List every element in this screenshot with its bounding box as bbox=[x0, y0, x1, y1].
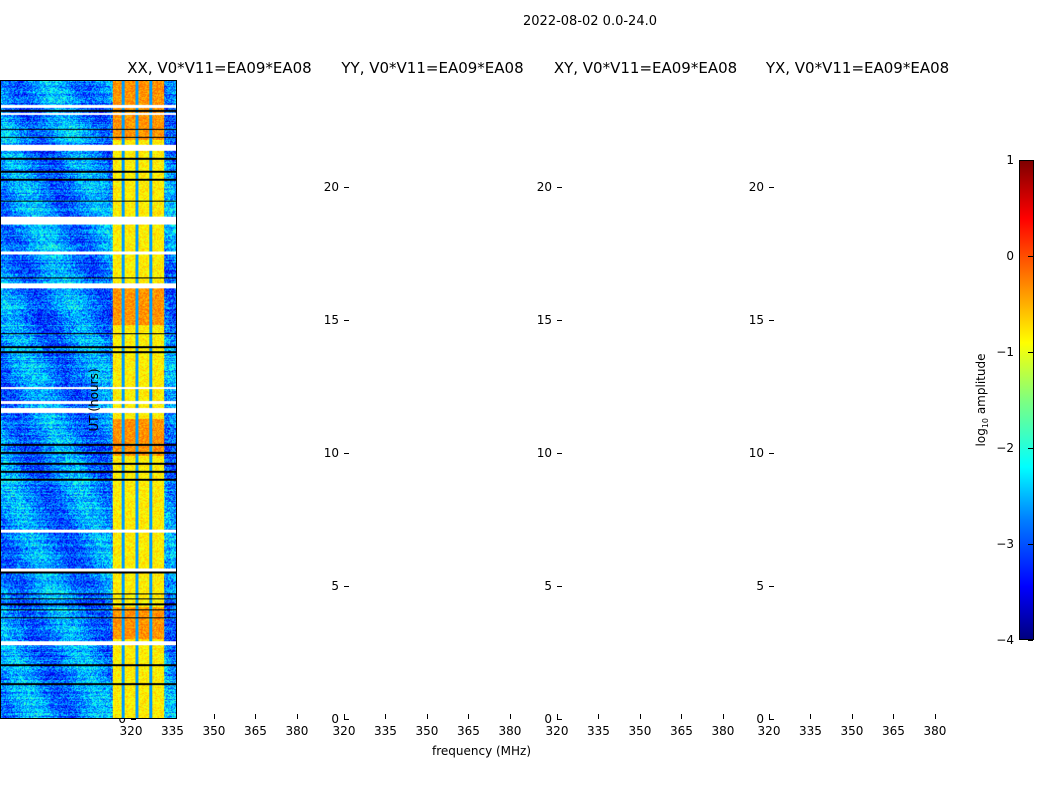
y-tick-mark bbox=[769, 186, 774, 188]
y-tick-label: 10 bbox=[748, 445, 764, 460]
y-tick-label: 0 bbox=[118, 712, 126, 726]
y-tick-mark bbox=[557, 719, 562, 720]
y-tick-mark bbox=[769, 319, 774, 321]
x-tick-mark bbox=[296, 714, 298, 719]
x-tick-label: 365 bbox=[457, 724, 480, 738]
y-tick-label: 20 bbox=[323, 179, 339, 194]
y-tick-label: 5 bbox=[756, 578, 764, 593]
x-tick-mark bbox=[934, 714, 936, 719]
colorbar-label-part: log bbox=[973, 428, 988, 447]
x-tick-mark bbox=[344, 714, 345, 719]
x-tick-mark bbox=[893, 714, 895, 719]
y-tick-label: 5 bbox=[544, 578, 552, 593]
colorbar-tick-label: −2 bbox=[996, 441, 1014, 455]
y-tick-mark bbox=[344, 186, 349, 188]
x-tick-label: 335 bbox=[799, 724, 822, 738]
colorbar-tick-label: −3 bbox=[996, 537, 1014, 551]
x-tick-mark bbox=[639, 714, 641, 719]
y-tick-label: 0 bbox=[331, 712, 339, 726]
colorbar-label-part: amplitude bbox=[973, 353, 988, 418]
x-tick-mark bbox=[255, 714, 257, 719]
x-axis-label: frequency (MHz) bbox=[432, 744, 532, 758]
y-tick-mark bbox=[557, 452, 562, 454]
colorbar-tick-label: −4 bbox=[996, 633, 1014, 647]
colorbar bbox=[1019, 160, 1034, 640]
colorbar-tick-mark bbox=[1028, 256, 1033, 257]
colorbar-label-part: 10 bbox=[981, 417, 991, 429]
colorbar-tick-mark bbox=[1028, 640, 1033, 641]
x-tick-mark bbox=[598, 714, 600, 719]
x-tick-label: 380 bbox=[711, 724, 735, 738]
colorbar-tick-label: 1 bbox=[1006, 153, 1014, 167]
x-tick-mark bbox=[385, 714, 387, 719]
x-tick-label: 335 bbox=[587, 724, 610, 738]
y-tick-mark bbox=[557, 186, 562, 188]
x-tick-label: 350 bbox=[840, 724, 864, 738]
x-tick-label: 335 bbox=[374, 724, 397, 738]
x-tick-mark bbox=[509, 714, 511, 719]
colorbar-tick-mark bbox=[1028, 544, 1033, 545]
y-tick-mark bbox=[769, 585, 774, 587]
x-tick-mark bbox=[557, 714, 558, 719]
x-tick-label: 365 bbox=[244, 724, 267, 738]
colorbar-tick-label: −1 bbox=[996, 345, 1014, 359]
x-tick-label: 335 bbox=[161, 724, 184, 738]
y-tick-label: 15 bbox=[536, 312, 552, 327]
x-tick-mark bbox=[213, 714, 215, 719]
y-tick-label: 20 bbox=[536, 179, 552, 194]
x-tick-label: 320 bbox=[757, 724, 781, 738]
panel-title-2: XY, V0*V11=EA09*EA08 bbox=[553, 59, 738, 77]
y-tick-mark bbox=[131, 719, 136, 720]
panel-title-3: YX, V0*V11=EA09*EA08 bbox=[765, 59, 950, 77]
x-tick-label: 365 bbox=[882, 724, 905, 738]
x-tick-mark bbox=[681, 714, 683, 719]
x-tick-mark bbox=[769, 714, 770, 719]
x-tick-label: 380 bbox=[923, 724, 947, 738]
y-tick-mark bbox=[557, 585, 562, 587]
heatmap-image bbox=[1, 81, 176, 718]
panel-title-0: XX, V0*V11=EA09*EA08 bbox=[127, 59, 312, 77]
figure-title: 2022-08-02 0.0-24.0 bbox=[523, 14, 657, 29]
x-tick-label: 350 bbox=[628, 724, 652, 738]
x-tick-mark bbox=[468, 714, 470, 719]
colorbar-label: log10 amplitude bbox=[974, 354, 990, 447]
heatmap-panel-3 bbox=[0, 80, 177, 719]
x-tick-mark bbox=[722, 714, 724, 719]
x-tick-label: 380 bbox=[285, 724, 309, 738]
colorbar-tick-mark bbox=[1028, 160, 1033, 161]
y-tick-label: 15 bbox=[748, 312, 764, 327]
x-tick-label: 320 bbox=[332, 724, 356, 738]
y-tick-label: 15 bbox=[323, 312, 339, 327]
y-tick-label: 10 bbox=[536, 445, 552, 460]
y-tick-mark bbox=[769, 452, 774, 454]
colorbar-tick-mark bbox=[1028, 352, 1033, 353]
y-tick-label: 0 bbox=[544, 712, 552, 726]
x-tick-label: 350 bbox=[202, 724, 226, 738]
x-tick-label: 320 bbox=[545, 724, 569, 738]
y-tick-mark bbox=[344, 585, 349, 587]
x-tick-mark bbox=[851, 714, 853, 719]
y-tick-mark bbox=[344, 319, 349, 321]
y-axis-label: UT (hours) bbox=[87, 368, 101, 432]
x-tick-label: 350 bbox=[415, 724, 439, 738]
colorbar-tick-mark bbox=[1028, 448, 1033, 449]
y-tick-label: 10 bbox=[323, 445, 339, 460]
y-tick-mark bbox=[557, 319, 562, 321]
x-tick-label: 365 bbox=[670, 724, 693, 738]
y-tick-label: 5 bbox=[331, 578, 339, 593]
x-tick-label: 380 bbox=[498, 724, 522, 738]
x-tick-mark bbox=[426, 714, 428, 719]
colorbar-tick-label: 0 bbox=[1006, 249, 1014, 263]
panel-title-1: YY, V0*V11=EA09*EA08 bbox=[341, 59, 524, 77]
x-tick-label: 320 bbox=[119, 724, 143, 738]
y-tick-mark bbox=[769, 719, 774, 720]
y-tick-label: 20 bbox=[748, 179, 764, 194]
y-tick-label: 0 bbox=[756, 712, 764, 726]
y-tick-mark bbox=[344, 719, 349, 720]
x-tick-mark bbox=[810, 714, 812, 719]
y-tick-mark bbox=[344, 452, 349, 454]
